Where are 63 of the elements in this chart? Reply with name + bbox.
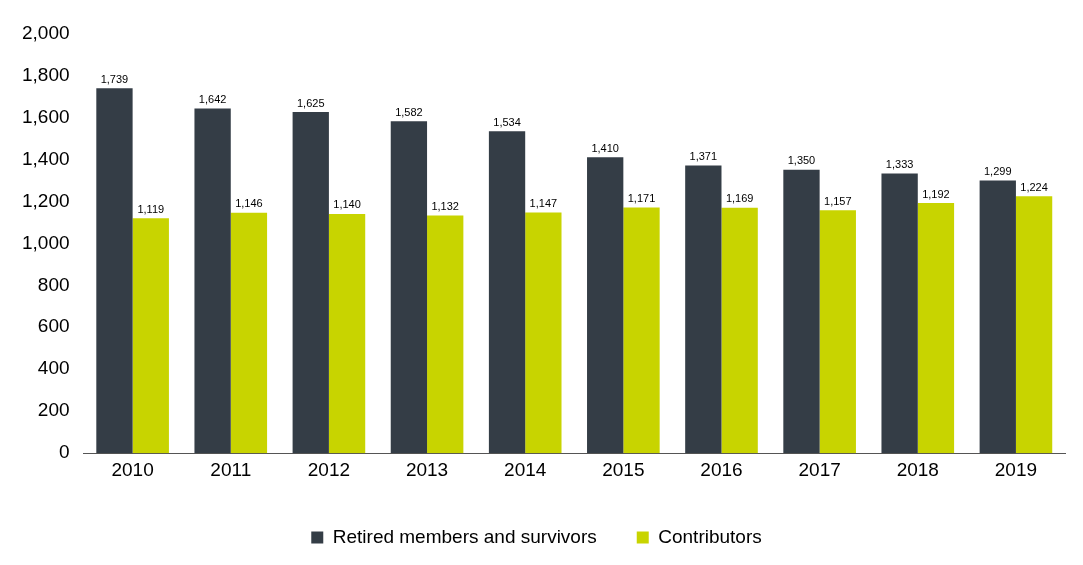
bar	[194, 108, 231, 454]
y-tick-label: 600	[37, 315, 70, 337]
bar	[230, 212, 268, 454]
data-label: 1,350	[787, 154, 816, 167]
data-label: 1,642	[198, 93, 227, 106]
data-label: 1,534	[493, 115, 521, 128]
bar	[427, 215, 464, 454]
legend-label: Retired members and survivors	[332, 525, 597, 547]
bar	[587, 157, 624, 454]
data-label: 1,157	[824, 194, 852, 207]
bar	[328, 213, 366, 454]
data-label: 1,169	[725, 192, 754, 205]
data-label: 1,140	[333, 198, 361, 211]
data-label: 1,146	[235, 197, 263, 210]
data-label: 1,224	[1020, 180, 1048, 193]
y-tick-label: 1,600	[22, 105, 70, 127]
bar	[525, 212, 562, 454]
data-label: 1,625	[296, 96, 325, 109]
y-tick-label: 2,000	[22, 21, 70, 43]
data-label: 1,410	[591, 141, 619, 154]
bar	[623, 207, 660, 454]
data-label: 1,333	[885, 157, 914, 170]
data-label: 1,739	[100, 72, 129, 85]
y-tick-label: 1,200	[22, 189, 70, 211]
data-label: 1,147	[529, 196, 558, 209]
data-label: 1,119	[137, 202, 165, 215]
x-tick-label: 2010	[111, 458, 154, 480]
bar	[979, 180, 1016, 454]
data-label: 1,371	[689, 149, 718, 162]
data-label: 1,582	[395, 105, 423, 118]
y-tick-label: 1,800	[22, 63, 70, 85]
data-label: 1,132	[431, 200, 459, 213]
bar	[488, 131, 526, 454]
y-tick-label: 1,400	[22, 147, 70, 169]
x-tick-label: 2013	[405, 458, 449, 480]
x-tick-label: 2017	[798, 458, 841, 480]
y-tick-label: 200	[37, 399, 70, 421]
bar	[96, 88, 133, 454]
bar	[881, 173, 918, 454]
bar	[292, 112, 329, 454]
y-tick-label: 800	[37, 273, 70, 295]
bar	[132, 218, 169, 454]
bar	[819, 210, 856, 454]
x-tick-label: 2019	[994, 458, 1038, 480]
x-tick-label: 2018	[896, 458, 939, 480]
bar	[721, 207, 758, 454]
bar	[1015, 196, 1053, 454]
legend-label: Contributors	[658, 525, 762, 547]
y-tick-label: 1,000	[22, 231, 70, 253]
data-label: 1,171	[627, 191, 656, 204]
x-tick-label: 2016	[700, 458, 743, 480]
bar	[783, 169, 820, 454]
y-tick-label: 400	[37, 357, 70, 379]
bar	[390, 121, 428, 454]
y-tick-label: 0	[58, 441, 70, 463]
data-label: 1,299	[984, 165, 1012, 178]
bar	[917, 203, 955, 454]
x-tick-label: 2011	[210, 458, 252, 480]
x-tick-label: 2014	[504, 458, 547, 480]
data-label: 1,192	[922, 187, 950, 200]
x-tick-label: 2012	[307, 458, 351, 480]
bar	[685, 165, 722, 454]
x-tick-label: 2015	[602, 458, 645, 480]
